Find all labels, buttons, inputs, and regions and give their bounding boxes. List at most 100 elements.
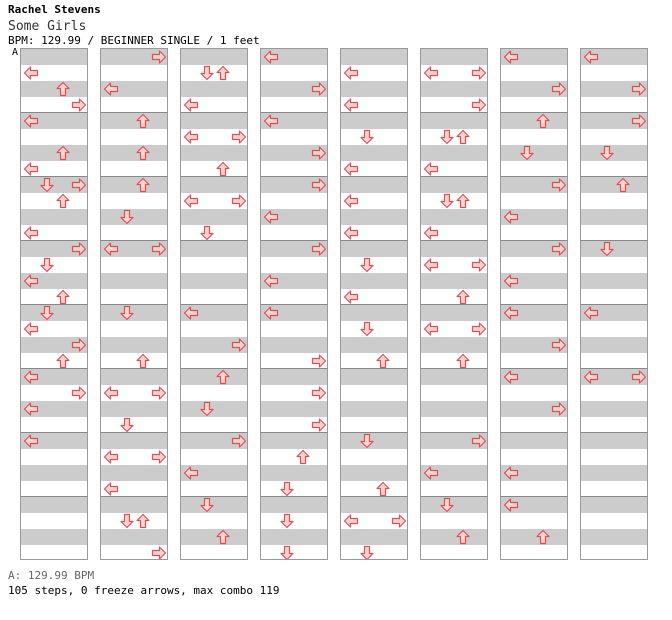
measure-divider	[181, 432, 247, 433]
measure-divider	[181, 112, 247, 113]
measure-divider	[581, 368, 647, 369]
arrow-right-icon	[311, 178, 327, 192]
arrow-right-icon	[151, 50, 167, 64]
arrow-left-icon	[503, 370, 519, 384]
arrow-right-icon	[231, 434, 247, 448]
arrow-up-icon	[56, 193, 70, 209]
measure-divider	[421, 432, 487, 433]
arrow-left-icon	[263, 306, 279, 320]
step-stats: 105 steps, 0 freeze arrows, max combo 11…	[8, 584, 280, 597]
measure-divider	[501, 432, 567, 433]
arrow-right-icon	[151, 242, 167, 256]
measure-divider	[501, 240, 567, 241]
measure-divider	[21, 432, 87, 433]
arrow-left-icon	[423, 66, 439, 80]
arrow-left-icon	[503, 306, 519, 320]
arrow-up-icon	[536, 529, 550, 545]
arrow-right-icon	[471, 258, 487, 272]
arrow-left-icon	[423, 162, 439, 176]
measure-divider	[181, 368, 247, 369]
measure-divider	[501, 496, 567, 497]
arrow-down-icon	[440, 497, 454, 513]
measure-divider	[341, 496, 407, 497]
measure-divider	[21, 112, 87, 113]
arrow-right-icon	[151, 450, 167, 464]
arrow-left-icon	[103, 82, 119, 96]
arrow-left-icon	[423, 226, 439, 240]
measure-divider	[261, 240, 327, 241]
measure-divider	[581, 432, 647, 433]
arrow-down-icon	[200, 401, 214, 417]
arrow-left-icon	[343, 514, 359, 528]
measure-divider	[21, 304, 87, 305]
arrow-left-icon	[583, 370, 599, 384]
measure-divider	[101, 240, 167, 241]
chart-column	[420, 48, 488, 560]
arrow-right-icon	[551, 402, 567, 416]
arrow-left-icon	[183, 466, 199, 480]
arrow-left-icon	[103, 482, 119, 496]
song-title: Some Girls	[8, 19, 87, 34]
arrow-right-icon	[231, 338, 247, 352]
arrow-down-icon	[520, 145, 534, 161]
measure-divider	[421, 240, 487, 241]
arrow-left-icon	[343, 66, 359, 80]
arrow-up-icon	[456, 289, 470, 305]
arrow-left-icon	[263, 274, 279, 288]
arrow-right-icon	[311, 146, 327, 160]
arrow-right-icon	[71, 386, 87, 400]
arrow-up-icon	[136, 177, 150, 193]
arrow-left-icon	[23, 226, 39, 240]
arrow-down-icon	[280, 545, 294, 559]
arrow-left-icon	[503, 274, 519, 288]
arrow-right-icon	[71, 242, 87, 256]
measure-divider	[21, 176, 87, 177]
arrow-left-icon	[263, 50, 279, 64]
arrow-down-icon	[600, 145, 614, 161]
arrow-left-icon	[23, 402, 39, 416]
measure-divider	[341, 112, 407, 113]
measure-divider	[581, 176, 647, 177]
arrow-down-icon	[200, 65, 214, 81]
arrow-left-icon	[503, 498, 519, 512]
measure-divider	[581, 112, 647, 113]
measure-divider	[341, 240, 407, 241]
arrow-right-icon	[71, 98, 87, 112]
arrow-left-icon	[263, 210, 279, 224]
arrow-right-icon	[551, 82, 567, 96]
measure-divider	[101, 176, 167, 177]
chart-info: BPM: 129.99 / BEGINNER SINGLE / 1 feet	[8, 34, 260, 47]
measure-divider	[501, 368, 567, 369]
arrow-up-icon	[56, 145, 70, 161]
arrow-left-icon	[583, 50, 599, 64]
arrow-right-icon	[231, 130, 247, 144]
measure-divider	[261, 304, 327, 305]
arrow-left-icon	[503, 50, 519, 64]
arrow-left-icon	[423, 466, 439, 480]
chart-column	[580, 48, 648, 560]
arrow-up-icon	[136, 145, 150, 161]
measure-divider	[21, 496, 87, 497]
arrow-up-icon	[136, 353, 150, 369]
arrow-up-icon	[456, 353, 470, 369]
measure-divider	[501, 112, 567, 113]
arrow-left-icon	[183, 194, 199, 208]
arrow-left-icon	[423, 258, 439, 272]
arrow-left-icon	[23, 162, 39, 176]
chart-column	[180, 48, 248, 560]
arrow-up-icon	[216, 161, 230, 177]
arrow-left-icon	[103, 242, 119, 256]
arrow-right-icon	[551, 178, 567, 192]
arrow-left-icon	[23, 274, 39, 288]
chart-column	[260, 48, 328, 560]
arrow-down-icon	[120, 417, 134, 433]
measure-divider	[421, 496, 487, 497]
arrow-right-icon	[151, 546, 167, 559]
arrow-right-icon	[391, 514, 407, 528]
arrow-right-icon	[311, 242, 327, 256]
measure-divider	[341, 368, 407, 369]
arrow-right-icon	[471, 66, 487, 80]
arrow-up-icon	[136, 113, 150, 129]
arrow-down-icon	[280, 481, 294, 497]
arrow-left-icon	[23, 322, 39, 336]
